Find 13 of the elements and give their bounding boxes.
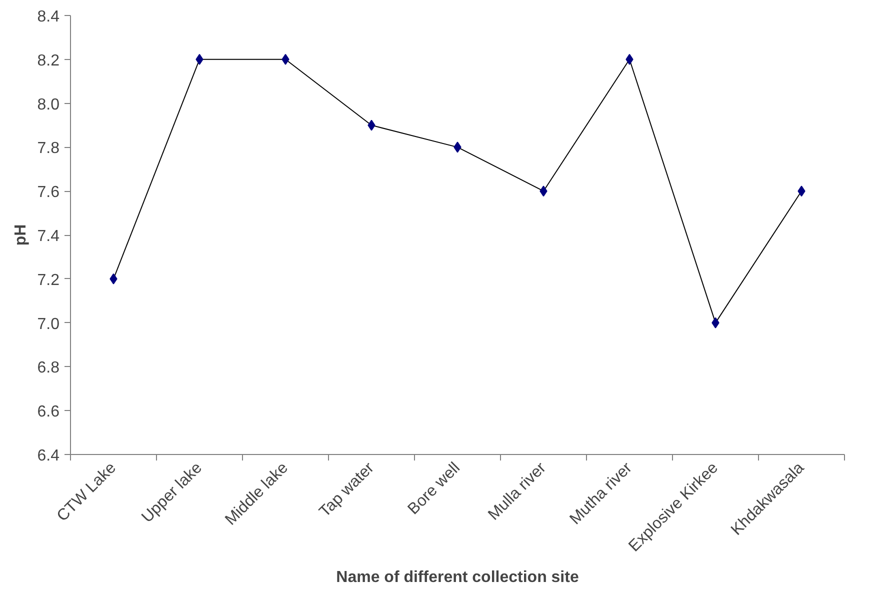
y-tick-label: 8.0 (37, 96, 60, 114)
y-tick-label: 6.6 (37, 404, 60, 421)
y-tick-label: 7.4 (37, 228, 60, 245)
y-tick-label: 6.8 (37, 360, 60, 377)
y-tick-label: 7.6 (37, 184, 60, 202)
y-tick-label: 8.4 (37, 8, 60, 26)
y-tick-label: 7.0 (37, 316, 60, 333)
x-axis-title: Name of different collection site (336, 569, 579, 586)
y-tick-label: 8.2 (37, 52, 60, 70)
y-tick-label: 6.4 (37, 448, 60, 464)
y-tick-label: 7.2 (37, 272, 60, 289)
y-tick-label: 7.8 (37, 140, 60, 158)
y-axis-title: pH (12, 224, 30, 246)
